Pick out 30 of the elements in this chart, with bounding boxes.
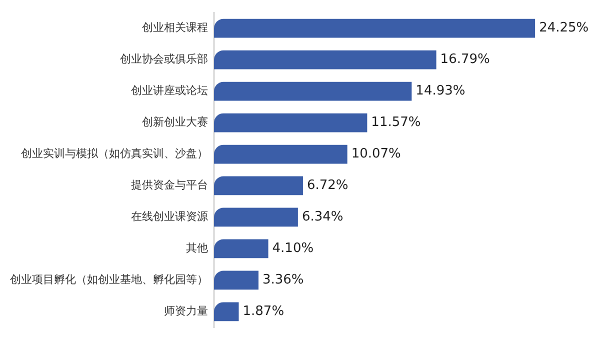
bar — [214, 239, 268, 258]
data-label: 6.34% — [302, 210, 344, 225]
y-tick-label: 创业项目孵化（如创业基地、孵化园等） — [10, 273, 208, 286]
bar — [214, 82, 412, 101]
y-tick-label: 创业协会或俱乐部 — [120, 52, 208, 66]
y-tick-label: 创业相关课程 — [142, 21, 208, 34]
data-label: 14.93% — [416, 84, 466, 99]
data-label: 11.57% — [371, 115, 421, 130]
bar — [214, 176, 303, 196]
y-tick-label: 在线创业课资源 — [131, 210, 208, 224]
y-tick-label: 其他 — [186, 242, 208, 255]
bar — [214, 208, 298, 227]
bar — [214, 113, 368, 132]
y-tick-label: 提供资金与平台 — [131, 178, 208, 192]
bar — [214, 270, 258, 290]
data-label: 6.72% — [306, 178, 348, 194]
y-tick-label: 师资力量 — [164, 304, 208, 318]
bar — [214, 302, 239, 322]
y-tick-label: 创业讲座或论坛 — [131, 84, 208, 98]
data-label: 3.36% — [262, 272, 304, 288]
data-label: 24.25% — [539, 20, 589, 36]
bar — [214, 50, 436, 70]
data-label: 10.07% — [351, 146, 401, 162]
y-tick-label: 创业实训与模拟（如仿真实训、沙盘） — [21, 147, 208, 160]
bar — [214, 18, 536, 38]
data-label: 4.10% — [272, 241, 314, 256]
data-label: 16.79% — [440, 52, 490, 68]
data-label: 1.87% — [242, 304, 284, 320]
y-tick-label: 创新创业大赛 — [142, 116, 208, 129]
bar — [214, 144, 348, 164]
